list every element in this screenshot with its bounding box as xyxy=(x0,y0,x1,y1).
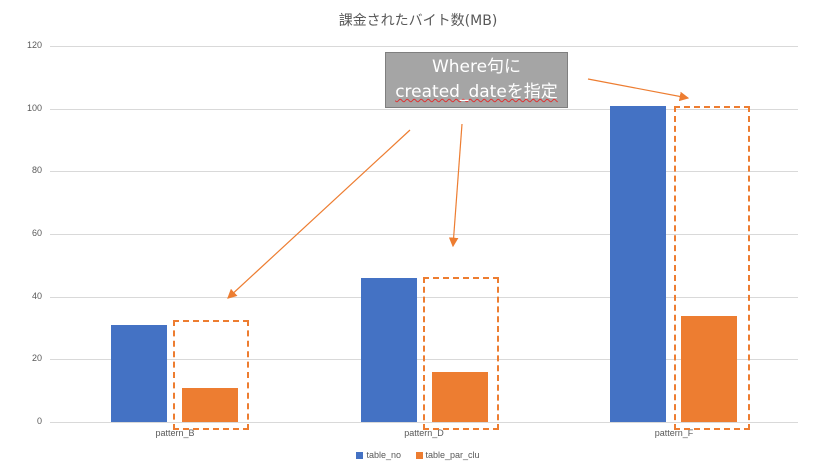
legend-item-table-no[interactable]: table_no xyxy=(356,450,401,460)
legend-item-table-par-clu[interactable]: table_par_clu xyxy=(415,450,480,460)
legend-swatch-orange xyxy=(415,452,423,460)
highlight-box-pattern-d xyxy=(423,277,499,430)
xlabel-pattern-b: pattern_B xyxy=(155,428,195,438)
bar-pattern-b-table-par-clu[interactable] xyxy=(182,388,238,422)
legend-label: table_par_clu xyxy=(425,450,480,460)
gridline-80 xyxy=(50,171,798,172)
ytick-60: 60 xyxy=(31,228,42,238)
ytick-80: 80 xyxy=(31,165,42,175)
callout-line-2: created_dateを指定 xyxy=(395,82,558,102)
bar-pattern-d-table-no[interactable] xyxy=(361,278,417,422)
highlight-box-pattern-f xyxy=(674,106,750,430)
callout-line-1: Where句に xyxy=(431,57,522,77)
ytick-20: 20 xyxy=(31,353,42,363)
ytick-0: 0 xyxy=(36,416,42,426)
bar-pattern-f-table-no[interactable] xyxy=(610,106,666,422)
gridline-100 xyxy=(50,109,798,110)
legend-swatch-blue xyxy=(356,452,364,460)
highlight-box-pattern-b xyxy=(173,320,249,430)
legend: table_no table_par_clu xyxy=(0,450,836,460)
chart-title: 課金されたバイト数(MB) xyxy=(338,13,498,29)
bar-pattern-b-table-no[interactable] xyxy=(111,325,167,422)
legend-label: table_no xyxy=(366,450,401,460)
ytick-120: 120 xyxy=(26,40,42,50)
ytick-100: 100 xyxy=(26,103,42,113)
annotation-callout: Where句に created_dateを指定 xyxy=(385,52,568,108)
xlabel-pattern-d: pattern_D xyxy=(404,428,444,438)
xlabel-pattern-f: pattern_F xyxy=(654,428,694,438)
ytick-40: 40 xyxy=(31,291,42,301)
gridline-120 xyxy=(50,46,798,47)
bar-pattern-f-table-par-clu[interactable] xyxy=(681,316,737,422)
gridline-60 xyxy=(50,234,798,235)
bar-pattern-d-table-par-clu[interactable] xyxy=(432,372,488,422)
